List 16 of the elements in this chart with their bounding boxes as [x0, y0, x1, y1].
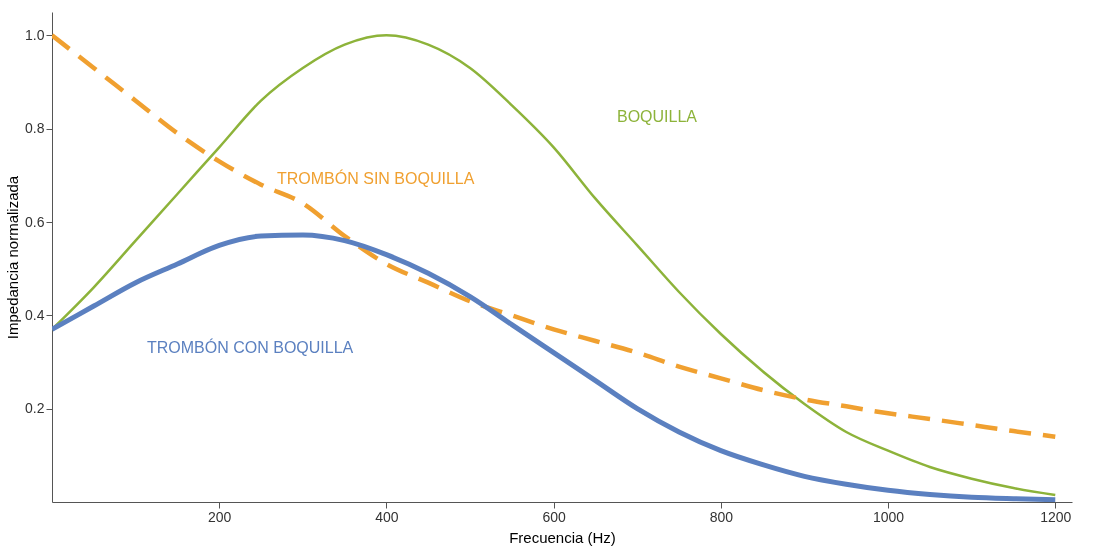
y-tick-label: 0.2 — [25, 400, 45, 417]
text: TROMBÓN CON BOQUILLA — [147, 338, 354, 356]
y-axis-title: Impedancia normalizada — [4, 175, 22, 340]
x-tick-label: 1000 — [872, 508, 905, 525]
series-label: TROMBÓN SIN BOQUILLA — [277, 169, 475, 187]
x-tick-label: 200 — [208, 508, 232, 525]
x-axis-title: Frecuencia (Hz) — [509, 528, 616, 546]
x-tick-label: 800 — [709, 508, 734, 525]
y-tick-label: 1.0 — [25, 26, 45, 43]
text: BOQUILLA — [617, 108, 698, 125]
x-tick-label: 600 — [542, 508, 567, 525]
x-tick-label: 1200 — [1040, 508, 1072, 525]
x-tick-label: 400 — [375, 508, 399, 525]
y-tick-label: 0.4 — [25, 306, 45, 323]
y-tick-label: 0.8 — [25, 120, 45, 137]
y-tick-label: 0.6 — [25, 213, 45, 230]
